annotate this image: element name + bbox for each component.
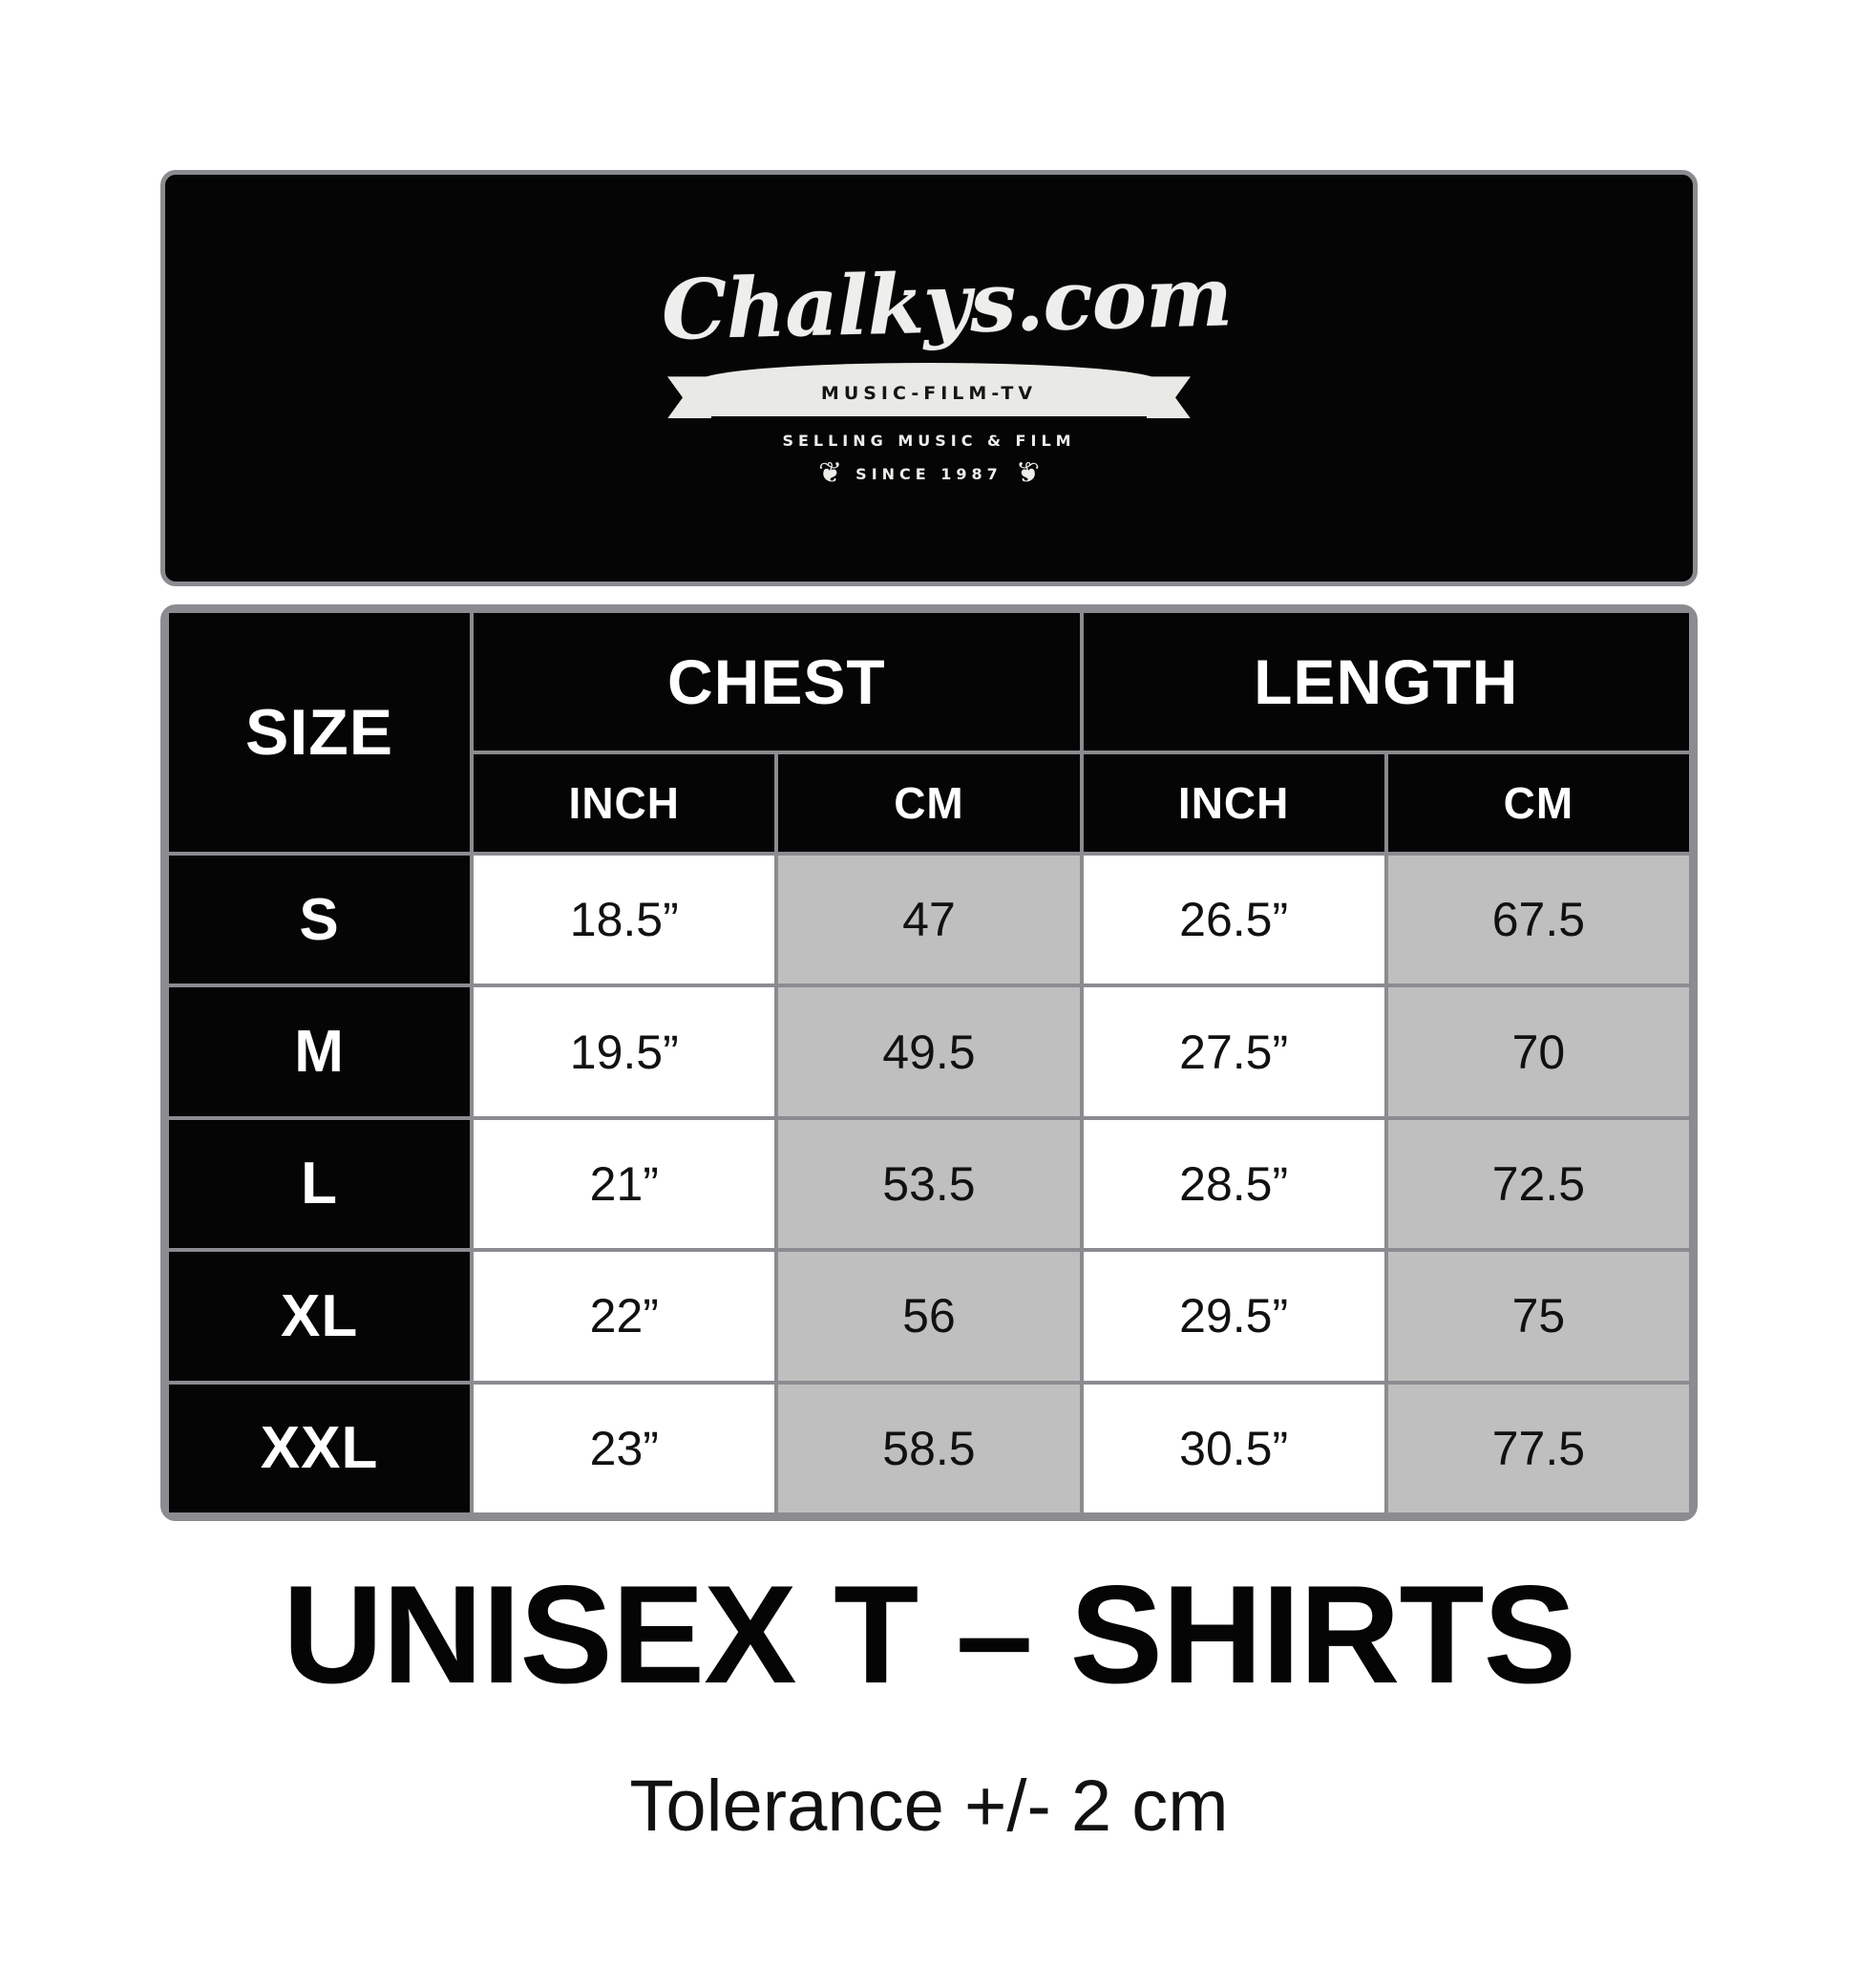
brand-logo-panel: Chalkys.com MUSIC-FILM-TV SELLING MUSIC … — [160, 170, 1698, 586]
cell-length-cm: 70 — [1387, 987, 1689, 1116]
cell-length-cm: 75 — [1387, 1252, 1689, 1381]
cell-chest-inch: 19.5” — [474, 987, 775, 1116]
table-row: M 19.5” 49.5 27.5” 70 — [169, 987, 1689, 1116]
cell-size: XXL — [169, 1384, 471, 1512]
header-chest-cm: CM — [778, 753, 1080, 853]
cell-length-cm: 72.5 — [1387, 1119, 1689, 1249]
header-size: SIZE — [169, 613, 471, 853]
flourish-right-icon: ❦ — [1015, 456, 1040, 491]
cell-size: M — [169, 987, 471, 1116]
cell-chest-cm: 49.5 — [778, 987, 1080, 1116]
table-row: L 21” 53.5 28.5” 72.5 — [169, 1119, 1689, 1249]
cell-size: S — [169, 856, 471, 984]
table-row: S 18.5” 47 26.5” 67.5 — [169, 856, 1689, 984]
header-group-chest: CHEST — [474, 613, 1080, 751]
cell-chest-cm: 47 — [778, 856, 1080, 984]
table-row: XXL 23” 58.5 30.5” 77.5 — [169, 1384, 1689, 1512]
cell-size: L — [169, 1119, 471, 1249]
page-title: UNISEX T – SHIRTS — [282, 1556, 1576, 1712]
cell-length-inch: 27.5” — [1083, 987, 1384, 1116]
brand-logo: Chalkys.com MUSIC-FILM-TV SELLING MUSIC … — [661, 248, 1233, 491]
header-length-cm: CM — [1387, 753, 1689, 853]
table-header-row-units: INCH CM INCH CM — [169, 753, 1689, 853]
brand-ribbon: MUSIC-FILM-TV — [662, 363, 1196, 424]
cell-length-inch: 26.5” — [1083, 856, 1384, 984]
cell-chest-inch: 22” — [474, 1252, 775, 1381]
ribbon-band: MUSIC-FILM-TV — [700, 363, 1158, 417]
size-chart-table-wrapper: SIZE CHEST LENGTH INCH CM INCH CM S 18.5… — [160, 604, 1698, 1521]
header-group-length: LENGTH — [1083, 613, 1689, 751]
cell-length-cm: 77.5 — [1387, 1384, 1689, 1512]
cell-length-inch: 28.5” — [1083, 1119, 1384, 1249]
cell-chest-cm: 58.5 — [778, 1384, 1080, 1512]
brand-wordmark: Chalkys.com — [660, 247, 1234, 359]
brand-since-row: ❦ SINCE 1987 ❦ — [662, 456, 1196, 491]
brand-tagline: SELLING MUSIC & FILM — [782, 432, 1076, 451]
cell-length-inch: 30.5” — [1083, 1384, 1384, 1512]
cell-chest-inch: 23” — [474, 1384, 775, 1512]
cell-chest-cm: 53.5 — [778, 1119, 1080, 1249]
table-row: XL 22” 56 29.5” 75 — [169, 1252, 1689, 1381]
flourish-left-icon: ❦ — [818, 456, 843, 491]
cell-chest-inch: 21” — [474, 1119, 775, 1249]
cell-length-inch: 29.5” — [1083, 1252, 1384, 1381]
header-length-inch: INCH — [1083, 753, 1384, 853]
cell-length-cm: 67.5 — [1387, 856, 1689, 984]
ribbon-label: MUSIC-FILM-TV — [820, 383, 1038, 405]
cell-chest-cm: 56 — [778, 1252, 1080, 1381]
cell-size: XL — [169, 1252, 471, 1381]
cell-chest-inch: 18.5” — [474, 856, 775, 984]
table-header-row-groups: SIZE CHEST LENGTH — [169, 613, 1689, 853]
brand-since: SINCE 1987 — [855, 464, 1003, 483]
tolerance-note: Tolerance +/- 2 cm — [629, 1766, 1229, 1847]
header-chest-inch: INCH — [474, 753, 775, 853]
size-chart-table: SIZE CHEST LENGTH INCH CM INCH CM S 18.5… — [165, 609, 1693, 1516]
